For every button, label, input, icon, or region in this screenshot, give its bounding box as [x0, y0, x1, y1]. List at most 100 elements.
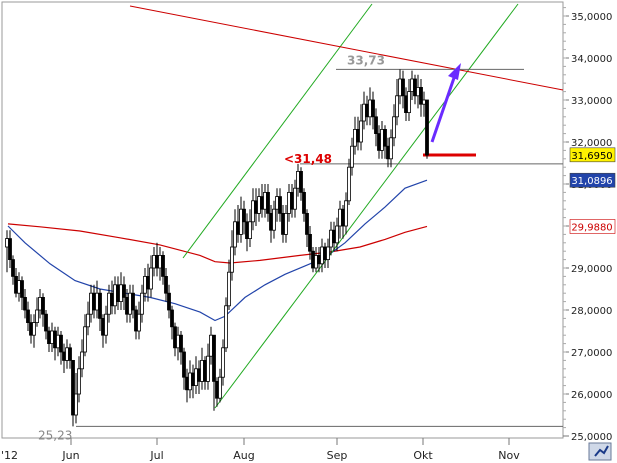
- candle-body: [110, 292, 114, 307]
- candle-body: [419, 87, 423, 105]
- candle-body: [179, 334, 183, 353]
- candle-body: [377, 133, 381, 151]
- candle-body: [56, 334, 60, 349]
- candle-body: [194, 368, 198, 386]
- y-tick-label: 35,0000: [571, 12, 612, 23]
- y-tick-label: 27,0000: [571, 348, 612, 359]
- candle-body: [275, 196, 279, 210]
- support-label: <31,48: [284, 152, 332, 166]
- candle-body: [386, 145, 390, 160]
- candle-body: [146, 275, 150, 290]
- candle-body: [92, 292, 96, 311]
- candle-body: [296, 170, 300, 189]
- candle-body: [170, 309, 174, 328]
- candle-body: [263, 191, 267, 210]
- candle-body: [224, 305, 228, 349]
- candle-body: [200, 359, 204, 382]
- badge-label: 31,0896: [571, 176, 612, 187]
- candle-body: [395, 95, 399, 118]
- low-label: 25,23: [38, 428, 72, 442]
- candle-body: [416, 87, 420, 97]
- candle-body: [401, 78, 405, 97]
- candle-body: [11, 259, 15, 277]
- candle-body: [188, 372, 192, 391]
- x-tick-label: Jul: [149, 449, 163, 462]
- candle-body: [77, 368, 81, 395]
- candle-body: [269, 212, 273, 231]
- candle-body: [149, 267, 153, 290]
- candle-body: [347, 166, 351, 202]
- candle-body: [359, 120, 363, 143]
- candle-body: [320, 246, 324, 265]
- candle-body: [335, 225, 339, 244]
- candle-body: [266, 191, 270, 214]
- candle-body: [5, 238, 9, 248]
- x-tick-label: Aug: [233, 449, 254, 462]
- candle-body: [26, 309, 30, 324]
- candle-body: [161, 254, 165, 277]
- candle-body: [350, 145, 354, 168]
- candle-body: [407, 91, 411, 113]
- ma-long-badge: 29,9880: [569, 219, 616, 234]
- candle-body: [332, 229, 336, 244]
- candle-body: [29, 322, 33, 336]
- candle-body: [302, 191, 306, 214]
- candle-body: [71, 359, 75, 416]
- y-tick-label: 26,0000: [571, 390, 612, 401]
- candle-body: [47, 330, 51, 345]
- candle-body: [20, 280, 24, 298]
- forecast-arrow-shaft: [430, 74, 457, 143]
- candle-body: [107, 292, 111, 315]
- candle-body: [134, 309, 138, 332]
- candle-body: [113, 284, 117, 307]
- candle-body: [53, 330, 57, 349]
- candle-body: [32, 322, 36, 336]
- x-tick-label: Sep: [327, 449, 348, 462]
- candle-body: [116, 284, 120, 302]
- candle-body: [308, 233, 312, 252]
- y-tick-label: 34,0000: [571, 54, 612, 65]
- badge-background: [569, 219, 616, 234]
- candle-body: [317, 254, 321, 265]
- candle-body: [251, 200, 255, 223]
- y-tick-label: 28,0000: [571, 306, 612, 317]
- candle-body: [125, 296, 129, 315]
- candle-body: [131, 292, 135, 311]
- candle-body: [368, 99, 372, 118]
- candle-body: [227, 271, 231, 307]
- candle-body: [101, 317, 105, 336]
- candle-body: [137, 313, 141, 332]
- candle-body: [383, 128, 387, 147]
- candle-body: [260, 196, 264, 210]
- candle-body: [59, 334, 63, 353]
- candle-body: [413, 78, 417, 97]
- candle-body: [305, 212, 309, 235]
- candle-body: [284, 212, 288, 235]
- candle-body: [299, 170, 303, 193]
- candle-body: [233, 221, 237, 248]
- candle-body: [374, 116, 378, 135]
- candle-body: [242, 208, 246, 223]
- candle-body: [392, 116, 396, 139]
- candle-body: [44, 313, 48, 332]
- candle-body: [356, 128, 360, 143]
- candle-body: [239, 208, 243, 235]
- candle-body: [140, 292, 144, 315]
- candle-body: [221, 347, 225, 378]
- candle-body: [425, 99, 429, 156]
- candle-body: [158, 254, 162, 269]
- badge-label: 31,6950: [571, 151, 612, 162]
- candle-body: [143, 275, 147, 294]
- corner-badge: [588, 442, 612, 461]
- x-tick-label: Nov: [498, 449, 520, 462]
- candle-body: [338, 208, 342, 227]
- x-tick-label: Jun: [61, 449, 79, 462]
- candle-body: [215, 380, 219, 399]
- candle-body: [293, 187, 297, 210]
- ma-short-badge: 31,0896: [569, 172, 616, 188]
- candle-body: [326, 246, 330, 261]
- candle-body: [353, 128, 357, 147]
- candle-body: [167, 292, 171, 311]
